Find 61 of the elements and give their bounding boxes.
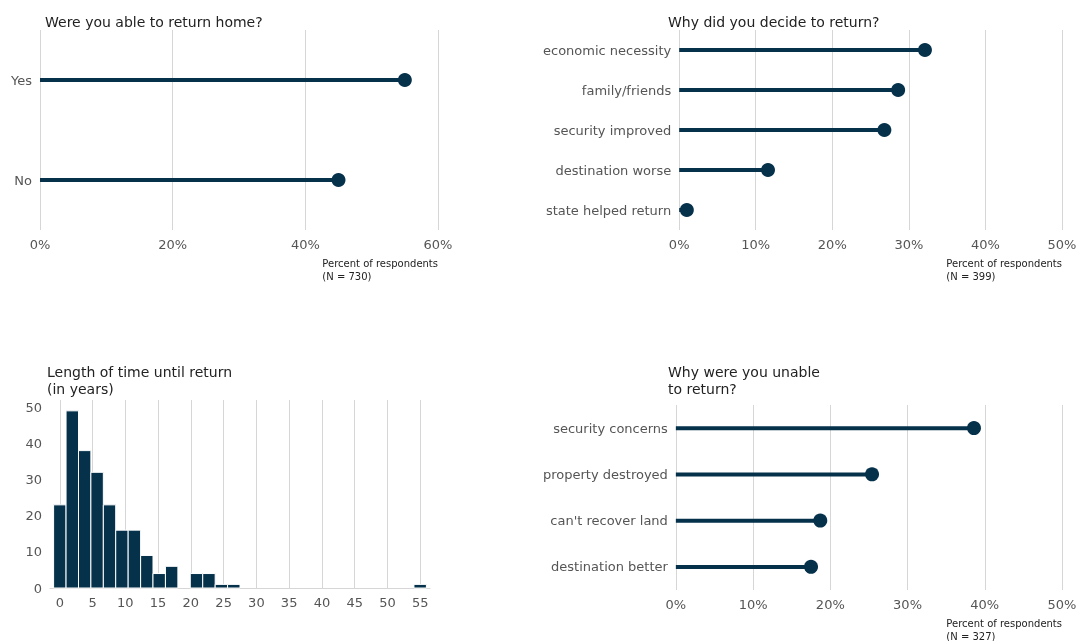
- x-tick-label: 20%: [158, 237, 188, 252]
- x-tick-label: 60%: [423, 237, 453, 252]
- x-tick-label: 40%: [970, 237, 1000, 252]
- x-tick-label: 55: [411, 595, 429, 610]
- point: [877, 123, 892, 137]
- x-tick-label: 20: [182, 595, 200, 610]
- y-tick-label: destination better: [551, 559, 669, 575]
- x-tick-label: 0: [55, 595, 64, 610]
- x-tick-label: 10: [117, 595, 134, 610]
- x-tick-label: 0%: [29, 237, 51, 252]
- y-tick-label: No: [14, 172, 33, 188]
- x-axis-title: Percent of respondents (N = 327): [946, 618, 1063, 641]
- x-tick-label: 15: [149, 595, 167, 610]
- y-tick-label: state helped return: [545, 202, 672, 218]
- chart-title: Length of time until return (in years): [47, 363, 233, 397]
- y-tick-label: 10: [25, 544, 42, 560]
- y-tick-label: destination worse: [555, 162, 672, 178]
- x-tick-label: 40: [313, 595, 331, 610]
- chart-title: Why did you decide to return?: [668, 13, 880, 30]
- x-tick-label: 40%: [970, 597, 1000, 612]
- x-axis-title: Percent of respondents (N = 730): [322, 258, 439, 282]
- point: [865, 467, 880, 482]
- x-axis-title: Percent of respondents (N = 399): [946, 258, 1063, 282]
- x-tick-label: 25: [215, 595, 232, 610]
- x-tick-label: 30%: [894, 237, 924, 252]
- y-tick-label: property destroyed: [543, 466, 668, 482]
- y-tick-label: security concerns: [553, 420, 669, 436]
- y-tick-label: 30: [25, 472, 42, 488]
- chart-title: Were you able to return home?: [45, 13, 263, 30]
- chart-title: Why were you unable to return?: [668, 363, 820, 397]
- y-tick-label: security improved: [553, 122, 672, 138]
- point: [813, 513, 828, 528]
- x-tick-label: 20%: [815, 597, 845, 612]
- x-tick-label: 50%: [1047, 597, 1077, 612]
- x-tick-label: 40%: [290, 237, 320, 252]
- y-tick-label: family/friends: [581, 82, 672, 98]
- x-tick-label: 0%: [665, 597, 687, 612]
- y-tick-label: 40: [25, 435, 42, 451]
- x-tick-label: 0%: [668, 237, 690, 252]
- x-tick-label: 50: [379, 595, 396, 610]
- y-tick-label: 50: [25, 399, 42, 415]
- x-tick-label: 30%: [893, 597, 922, 612]
- x-tick-label: 5: [88, 595, 97, 610]
- y-tick-label: can't recover land: [550, 513, 668, 529]
- point: [679, 203, 694, 217]
- y-tick-label: 0: [33, 580, 42, 596]
- x-tick-label: 10%: [741, 237, 771, 252]
- x-tick-label: 10%: [738, 597, 768, 612]
- x-tick-label: 50%: [1047, 237, 1077, 252]
- point: [966, 421, 981, 436]
- x-tick-label: 20%: [817, 237, 847, 252]
- x-tick-label: 45: [346, 595, 363, 610]
- point: [761, 163, 775, 177]
- y-tick-label: economic necessity: [542, 42, 672, 58]
- point: [804, 559, 819, 574]
- point: [917, 43, 932, 57]
- x-tick-label: 30: [248, 595, 265, 610]
- x-tick-label: 35: [280, 595, 298, 610]
- y-tick-label: 20: [25, 508, 42, 524]
- point: [891, 83, 906, 97]
- y-tick-label: Yes: [10, 72, 33, 88]
